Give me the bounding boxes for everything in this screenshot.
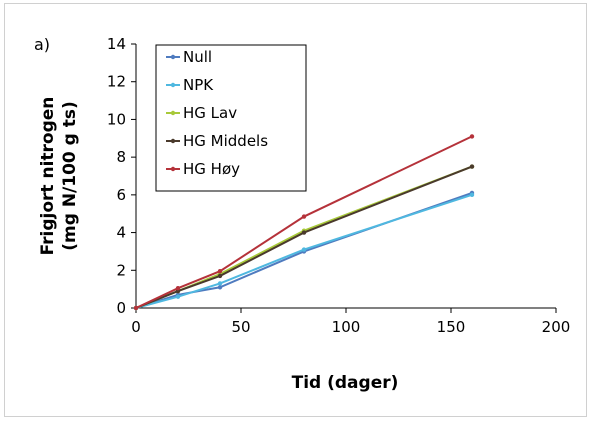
- legend-box: [155, 44, 307, 192]
- legend: Null NPK HG Lav HG Middels HG Høy: [155, 44, 307, 192]
- x-tick-label: 50: [231, 318, 250, 336]
- x-tick-label: 0: [131, 318, 141, 336]
- y-tick-label: 0: [116, 299, 126, 317]
- data-point: [301, 214, 307, 219]
- legend-items: Null NPK HG Lav HG Middels HG Høy: [166, 48, 268, 178]
- series-lines: [133, 134, 475, 311]
- series-hg-h-y: [133, 134, 475, 311]
- legend-marker: [170, 138, 176, 144]
- x-tick-label: 150: [437, 318, 466, 336]
- data-point: [217, 281, 223, 286]
- x-tick-label: 100: [332, 318, 361, 336]
- data-point: [175, 286, 181, 291]
- x-tick-label: 200: [542, 318, 571, 336]
- legend-label: NPK: [183, 76, 214, 94]
- y-tick-label: 6: [116, 186, 126, 204]
- legend-label: HG Lav: [183, 104, 237, 122]
- legend-marker: [170, 54, 176, 60]
- y-tick-label: 14: [107, 35, 126, 53]
- legend-item: HG Høy: [166, 160, 240, 178]
- legend-marker: [170, 166, 176, 172]
- data-point: [301, 247, 307, 252]
- data-point: [133, 305, 139, 311]
- data-point: [217, 285, 223, 290]
- data-point: [469, 134, 475, 139]
- panel-label: a): [34, 35, 50, 54]
- legend-item: Null: [166, 48, 212, 66]
- y-tick-label: 4: [116, 224, 126, 242]
- legend-label: HG Middels: [183, 132, 268, 150]
- y-tick-label: 8: [116, 148, 126, 166]
- legend-item: HG Middels: [166, 132, 268, 150]
- legend-label: HG Høy: [183, 160, 240, 178]
- data-point: [217, 273, 223, 279]
- legend-label: Null: [183, 48, 212, 66]
- y-tick-label: 10: [107, 110, 126, 128]
- y-tick-labels: 0 2 4 6 8 10 12 14: [107, 35, 126, 317]
- x-axis-label: Tid (dager): [292, 373, 399, 393]
- data-point: [175, 294, 181, 299]
- legend-item: NPK: [166, 76, 214, 94]
- legend-marker: [170, 82, 176, 88]
- data-point: [469, 192, 475, 198]
- x-tick-labels: 0 50 100 150 200: [131, 318, 570, 336]
- data-point: [217, 269, 223, 274]
- axes: [131, 43, 557, 313]
- y-tick-label: 12: [107, 73, 126, 91]
- y-axis-label-line2: (mg N/100 g ts): [60, 101, 80, 251]
- y-tick-label: 2: [116, 261, 126, 279]
- data-point: [301, 230, 307, 235]
- y-axis-label-line1: Frigjort nitrogen: [38, 97, 58, 256]
- data-point: [469, 164, 475, 169]
- legend-marker: [170, 110, 176, 116]
- legend-item: HG Lav: [166, 104, 237, 122]
